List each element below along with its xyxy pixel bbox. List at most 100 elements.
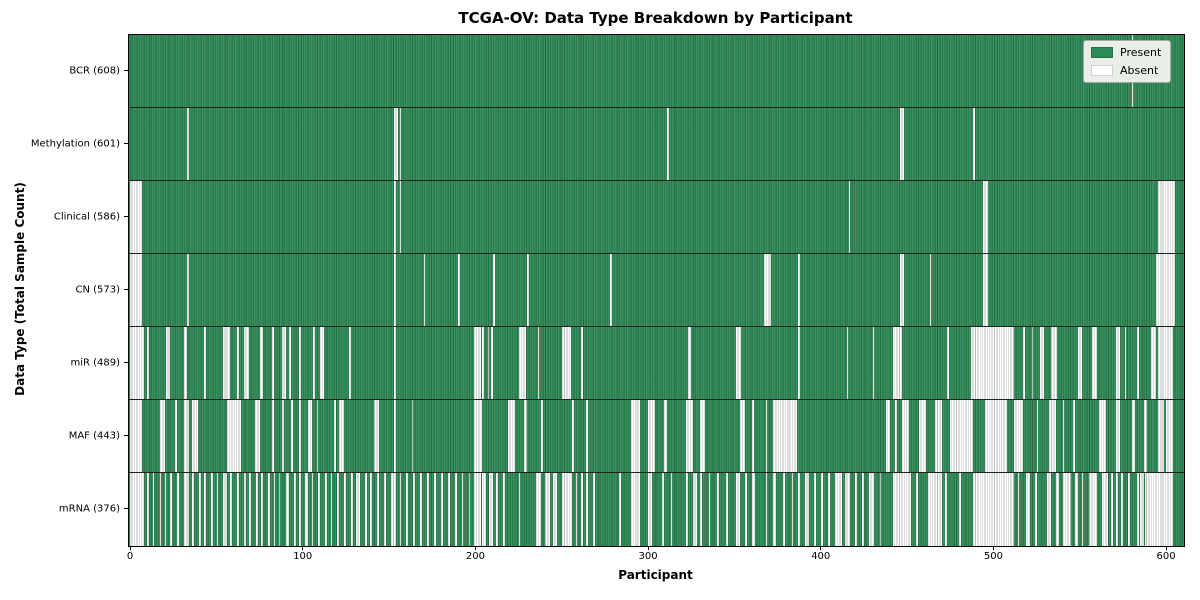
absent-stripe	[244, 327, 250, 399]
absent-stripe	[765, 473, 768, 546]
absent-stripe	[736, 473, 740, 546]
absent-stripe	[1091, 327, 1098, 399]
absent-stripe	[508, 400, 516, 472]
x-tick-mark	[647, 546, 649, 550]
x-tick-mark	[474, 546, 476, 550]
absent-stripe	[765, 400, 768, 472]
y-tick-label-methylation: Methylation (601)	[30, 138, 120, 149]
absent-stripe	[580, 473, 583, 546]
absent-stripe	[261, 473, 264, 546]
absent-stripe	[544, 473, 550, 546]
absent-stripe	[527, 254, 530, 326]
y-tick-label-bcr: BCR (608)	[69, 65, 120, 76]
absent-stripe	[763, 254, 771, 326]
absent-stripe	[1036, 400, 1039, 472]
absent-stripe	[648, 473, 652, 546]
absent-stripe	[572, 400, 574, 472]
absent-stripe	[130, 400, 143, 472]
absent-stripe	[959, 473, 961, 546]
row-cn	[129, 254, 1184, 327]
absent-stripe	[580, 327, 583, 399]
absent-stripe	[927, 473, 942, 546]
absent-stripe	[561, 327, 571, 399]
absent-stripe	[164, 473, 167, 546]
absent-stripe	[950, 400, 973, 472]
absent-stripe	[216, 473, 219, 546]
absent-stripe	[285, 473, 290, 546]
absent-stripe	[344, 473, 347, 546]
absent-stripe	[159, 400, 165, 472]
absent-stripe	[736, 327, 742, 399]
absent-stripe	[893, 327, 903, 399]
absent-stripe	[230, 473, 233, 546]
x-axis-label: Participant	[618, 568, 693, 582]
y-tick-label-mir: miR (489)	[70, 357, 120, 368]
absent-stripe	[447, 473, 450, 546]
absent-stripe	[320, 327, 324, 399]
absent-stripe	[482, 327, 485, 399]
absent-stripe	[339, 400, 345, 472]
absent-stripe	[223, 473, 227, 546]
absent-stripe	[946, 327, 949, 399]
absent-stripe	[271, 327, 274, 399]
x-tick-label: 200	[465, 551, 485, 562]
absent-stripe	[945, 473, 947, 546]
absent-stripe	[1062, 473, 1072, 546]
absent-stripe	[294, 473, 296, 546]
absent-stripe	[458, 254, 460, 326]
absent-stripe	[972, 473, 1015, 546]
absent-stripe	[454, 473, 457, 546]
absent-stripe	[394, 400, 397, 472]
absent-stripe	[575, 473, 578, 546]
absent-stripe	[1081, 473, 1084, 546]
absent-stripe	[670, 473, 673, 546]
absent-stripe	[1157, 181, 1175, 253]
x-tick-label: 100	[293, 551, 313, 562]
row-maf	[129, 400, 1184, 473]
legend: Present Absent	[1083, 40, 1172, 83]
absent-stripe	[130, 254, 143, 326]
absent-stripe	[1121, 473, 1124, 546]
absent-stripe	[1017, 473, 1020, 546]
absent-stripe	[489, 473, 493, 546]
absent-stripe	[984, 400, 1008, 472]
absent-stripe	[130, 473, 145, 546]
y-tick-mark	[124, 143, 128, 144]
absent-stripe	[413, 473, 416, 546]
absent-stripe	[394, 254, 397, 326]
absent-stripe	[744, 473, 747, 546]
y-tick-mark	[124, 362, 128, 363]
absent-stripe	[333, 400, 336, 472]
absent-stripe	[541, 400, 543, 472]
absent-stripe	[299, 327, 302, 399]
absent-stripe	[820, 473, 823, 546]
absent-stripe	[782, 473, 785, 546]
absent-stripe	[1143, 400, 1148, 472]
absent-stripe	[929, 254, 932, 326]
absent-stripe	[1155, 254, 1175, 326]
absent-stripe	[919, 400, 927, 472]
absent-stripe	[1072, 400, 1075, 472]
absent-stripe	[845, 473, 851, 546]
absent-stripe	[282, 400, 284, 472]
absent-stripe	[1150, 327, 1156, 399]
row-mir	[129, 327, 1184, 400]
absent-stripe	[827, 473, 830, 546]
absent-stripe	[798, 473, 801, 546]
absent-stripe	[473, 327, 481, 399]
absent-stripe	[394, 108, 398, 180]
absent-stripe	[176, 473, 179, 546]
y-tick-label-cn: CN (573)	[75, 284, 120, 295]
absent-stripe	[461, 473, 464, 546]
row-clinical	[129, 181, 1184, 254]
absent-stripe	[473, 473, 481, 546]
absent-stripe	[972, 108, 975, 180]
absent-stripe	[846, 327, 849, 399]
absent-stripe	[299, 473, 302, 546]
absent-stripe	[325, 473, 328, 546]
absent-stripe	[503, 473, 505, 546]
absent-stripe	[708, 473, 711, 546]
absent-stripe	[147, 327, 150, 399]
absent-stripe	[356, 473, 360, 546]
